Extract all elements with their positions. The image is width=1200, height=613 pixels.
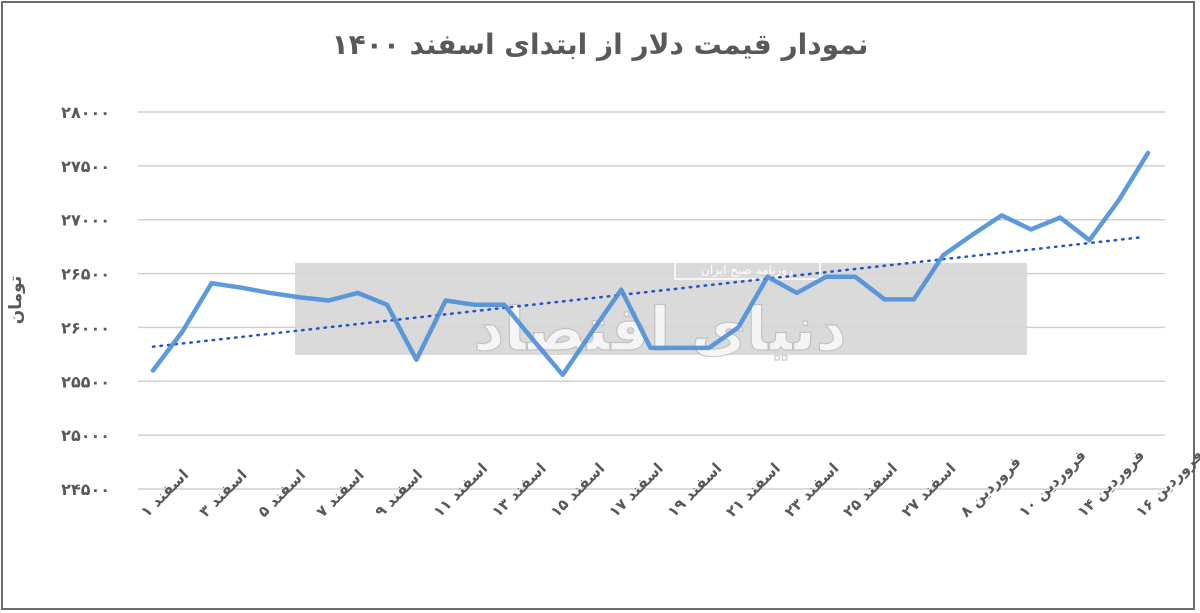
y-tick-label: ۲۴۵۰۰ (61, 480, 110, 499)
x-tick-label: فروردین ۸ (957, 453, 1025, 521)
watermark-sub-box (674, 258, 821, 280)
watermark-band (295, 263, 1027, 355)
x-tick-label: اسفند ۹ (371, 466, 426, 521)
y-tick-label: ۲۷۰۰۰ (61, 211, 110, 230)
x-tick-label: اسفند ۳ (196, 466, 251, 521)
x-tick-label: اسفند ۱۳ (488, 459, 550, 521)
trendline (151, 236, 1141, 348)
watermark-subtext: روزنامه صبح ایران (701, 263, 793, 278)
x-tick-label: اسفند ۱۱ (430, 459, 492, 521)
x-tick-label: اسفند ۲۵ (839, 459, 901, 521)
x-tick-label: اسفند ۲۱ (722, 459, 784, 521)
x-tick-label: اسفند ۱۷ (605, 459, 667, 521)
x-tick-label: اسفند ۲۷ (898, 459, 960, 521)
x-tick-label: اسفند ۱ (137, 466, 192, 521)
x-tick-label: اسفند ۲۳ (781, 459, 843, 521)
y-tick-label: ۲۶۵۰۰ (61, 265, 110, 284)
y-tick-label: ۲۶۰۰۰ (61, 318, 110, 337)
y-tick-label: ۲۷۵۰۰ (61, 157, 110, 176)
y-tick-label: ۲۸۰۰۰ (61, 103, 110, 122)
x-tick-label: اسفند ۱۵ (547, 459, 609, 521)
y-tick-label: ۲۵۰۰۰ (61, 426, 110, 445)
x-tick-label: اسفند ۵ (254, 466, 309, 521)
y-tick-label: ۲۵۵۰۰ (61, 372, 110, 391)
x-tick-label: اسفند ۷ (313, 466, 368, 521)
chart-title: نمودار قیمت دلار از ابتدای اسفند ۱۴۰۰ (331, 28, 869, 61)
watermark-logo: دنیای اقتصاد روزنامه صبح ایران (295, 258, 1027, 366)
x-tick-label: اسفند ۱۹ (664, 459, 726, 521)
watermark-text: دنیای اقتصاد (473, 295, 846, 365)
